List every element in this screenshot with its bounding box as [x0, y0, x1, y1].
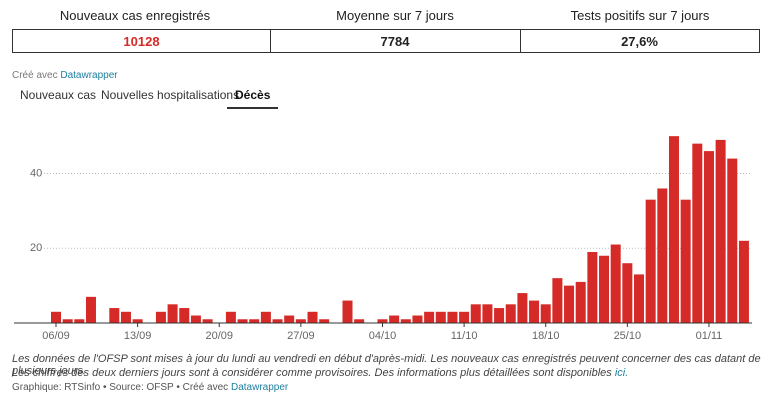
bar [389, 315, 400, 323]
x-tick-label: 27/09 [287, 330, 315, 342]
x-tick-label: 04/10 [369, 330, 397, 342]
bar [564, 285, 575, 323]
bar [62, 319, 73, 323]
bar [167, 304, 178, 323]
bar [74, 319, 85, 323]
bar [634, 274, 644, 323]
y-tick-label: 40 [30, 167, 42, 179]
tab[interactable]: Nouveaux cas [20, 88, 97, 102]
bar [412, 315, 423, 323]
bar [540, 304, 551, 323]
x-tick-label: 01/11 [696, 330, 723, 342]
bar [715, 139, 726, 323]
bar [482, 304, 493, 323]
bar [424, 311, 435, 323]
bar [657, 188, 668, 323]
chart: 20 40 06/09 13/09 20/09 27/09 04/10 11/10 18/10 2… [14, 136, 752, 342]
bar [727, 158, 738, 323]
bar [202, 319, 213, 323]
stat-header: Moyenne sur 7 jours [336, 8, 454, 23]
bar [470, 304, 481, 323]
x-tick-label: 13/09 [124, 330, 152, 342]
bar [51, 311, 61, 323]
bar [179, 308, 190, 323]
bar [307, 311, 318, 323]
bar [249, 319, 260, 323]
bar [692, 143, 703, 323]
bar [400, 319, 411, 323]
note-text: Les chiffres des deux derniers jours son… [12, 367, 612, 379]
bar [190, 315, 201, 323]
stat-header: Nouveaux cas enregistrés [59, 8, 211, 23]
bar [599, 255, 610, 323]
stat-value: 10128 [12, 29, 271, 53]
bar [575, 281, 586, 323]
bar [494, 308, 505, 323]
bar [284, 315, 295, 323]
bar [132, 319, 143, 323]
bar [120, 311, 131, 323]
bar [295, 319, 306, 323]
byline-link[interactable]: Datawrapper [230, 382, 289, 393]
credit-text: Créé avec [12, 70, 58, 81]
note-link[interactable]: ici. [614, 367, 629, 379]
bar [738, 240, 749, 323]
bar [622, 263, 633, 323]
bar [668, 136, 679, 323]
bar [610, 244, 621, 323]
bar [225, 311, 236, 323]
x-tick-label: 18/10 [532, 330, 560, 342]
bar [155, 311, 166, 323]
bar [109, 308, 120, 323]
bar [435, 311, 446, 323]
stat-value: 7784 [270, 29, 521, 53]
bar [517, 293, 528, 323]
bar [645, 199, 656, 323]
credit: Créé avec Datawrapper [12, 70, 118, 81]
x-tick-label: 11/10 [451, 330, 478, 342]
stat-header: Tests positifs sur 7 jours [570, 8, 710, 23]
credit-link[interactable]: Datawrapper [60, 70, 118, 81]
x-tick-label: 20/09 [205, 330, 233, 342]
bar [505, 304, 516, 323]
bar [703, 151, 714, 323]
y-tick-label: 20 [30, 242, 42, 254]
bar [272, 319, 283, 323]
bar [459, 311, 470, 323]
bar [377, 319, 388, 323]
note: Les données de l'OFSP sont mises à jour … [12, 353, 761, 377]
bar [354, 319, 365, 323]
byline-text: Graphique: RTSinfo • Source: OFSP • Créé… [12, 382, 229, 393]
x-tick-label: 06/09 [42, 330, 70, 342]
bar [85, 296, 96, 323]
tab-active[interactable]: Décès [227, 88, 279, 109]
x-tick-label: 25/10 [614, 330, 642, 342]
stat-value: 27,6% [520, 29, 760, 53]
tab[interactable]: Nouvelles hospitalisations [101, 88, 240, 102]
bar [319, 319, 330, 323]
bar [237, 319, 248, 323]
bar [529, 300, 540, 323]
byline: Graphique: RTSinfo • Source: OFSP • Créé… [12, 382, 288, 393]
bar [587, 252, 598, 323]
note: Les chiffres des deux derniers jours son… [12, 367, 628, 379]
bar [260, 311, 271, 323]
bar [342, 300, 353, 323]
bar [680, 199, 691, 323]
bar [552, 278, 563, 323]
bar [447, 311, 458, 323]
